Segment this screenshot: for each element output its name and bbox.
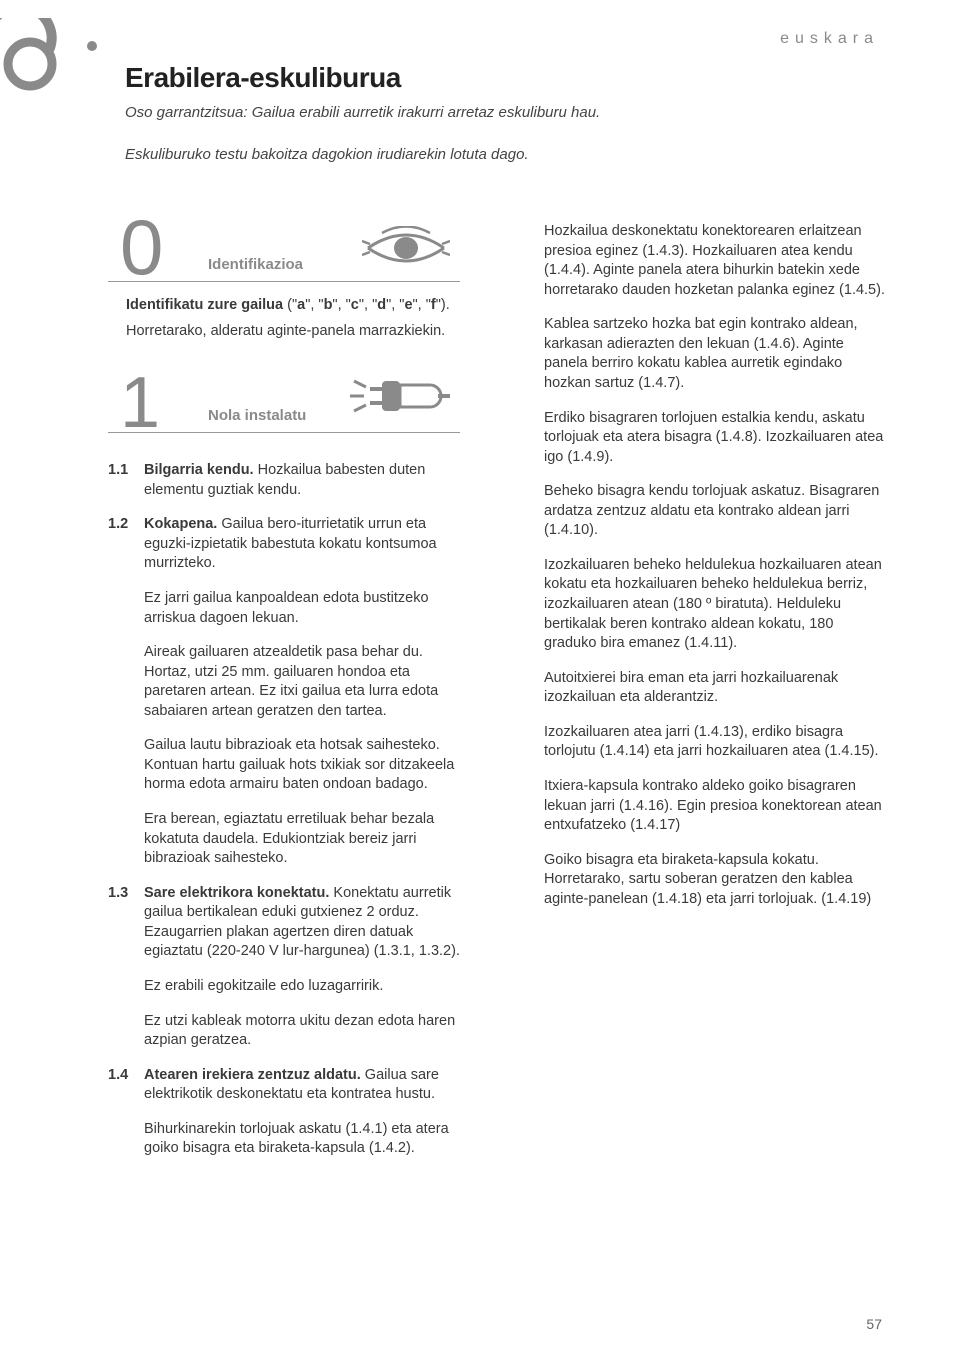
item-1-3-p2: Ez erabili egokitzaile edo luzagarririk. <box>108 977 460 997</box>
section-0-number: 0 <box>120 202 163 293</box>
right-p8: Itxiera-kapsula kontrako aldeko goiko bi… <box>544 777 889 836</box>
identify-line-2: Horretarako, alderatu aginte-panela marr… <box>126 322 460 342</box>
header-language: euskara <box>780 30 879 48</box>
section-0-label: Identifikazioa <box>208 256 303 273</box>
item-1-2-p4: Gailua lautu bibrazioak eta hotsak saihe… <box>108 736 460 795</box>
right-p9: Goiko bisagra eta biraketa-kapsula kokat… <box>544 851 889 910</box>
item-1-3: 1.3 Sare elektrikora konektatu. Konektat… <box>108 884 460 962</box>
item-1-2-p3: Aireak gailuaren atzealdetik pasa behar … <box>108 643 460 721</box>
item-1-1-bold: Bilgarria kendu. <box>144 462 254 478</box>
item-1-2: 1.2 Kokapena. Gailua bero-iturrietatik u… <box>108 515 460 574</box>
item-1-3-bold: Sare elektrikora konektatu. <box>144 885 329 901</box>
right-p1: Hozkailua deskonektatu konektorearen erl… <box>544 222 889 300</box>
right-p7: Izozkailuaren atea jarri (1.4.13), erdik… <box>544 723 889 762</box>
item-1-2-bold: Kokapena. <box>144 516 217 532</box>
item-1-4-num: 1.4 <box>108 1066 128 1086</box>
right-p6: Autoitxierei bira eman eta jarri hozkail… <box>544 669 889 708</box>
item-1-4: 1.4 Atearen irekiera zentzuz aldatu. Gai… <box>108 1066 460 1105</box>
item-1-2-p5: Era berean, egiaztatu erretiluak behar b… <box>108 810 460 869</box>
subtitle-important: Oso garrantzitsua: Gailua erabili aurret… <box>125 104 600 121</box>
item-1-3-p3: Ez utzi kableak motorra ukitu dezan edot… <box>108 1012 460 1051</box>
identify-bold: Identifikatu zure gailua <box>126 297 283 313</box>
plug-icon <box>330 371 450 426</box>
item-1-4-bold: Atearen irekiera zentzuz aldatu. <box>144 1067 361 1083</box>
page-title: Erabilera-eskuliburua <box>125 62 401 94</box>
brand-logo <box>0 18 110 103</box>
section-1-header: 1 Nola instalatu <box>108 363 460 433</box>
section-1-label: Nola instalatu <box>208 407 306 424</box>
item-1-4-p2: Bihurkinarekin torlojuak askatu (1.4.1) … <box>108 1120 460 1159</box>
eye-icon <box>362 226 450 275</box>
section-1-number: 1 <box>120 362 160 444</box>
item-1-3-num: 1.3 <box>108 884 128 904</box>
right-p5: Izozkailuaren beheko heldulekua hozkailu… <box>544 556 889 654</box>
left-column: 0 Identifikazioa Identifikatu zure gailu… <box>108 212 460 1174</box>
identify-line-1: Identifikatu zure gailua ("a", "b", "c",… <box>126 296 460 316</box>
item-1-2-p2: Ez jarri gailua kanpoaldean edota bustit… <box>108 589 460 628</box>
item-1-2-num: 1.2 <box>108 515 128 535</box>
right-p2: Kablea sartzeko hozka bat egin kontrako … <box>544 315 889 393</box>
page-number: 57 <box>866 1316 882 1332</box>
section-0-header: 0 Identifikazioa <box>108 212 460 282</box>
right-p3: Erdiko bisagraren torlojuen estalkia ken… <box>544 409 889 468</box>
item-1-1-num: 1.1 <box>108 461 128 481</box>
right-column: Hozkailua deskonektatu konektorearen erl… <box>544 222 889 924</box>
right-p4: Beheko bisagra kendu torlojuak askatuz. … <box>544 482 889 541</box>
item-1-1: 1.1 Bilgarria kendu. Hozkailua babesten … <box>108 461 460 500</box>
subtitle-note: Eskuliburuko testu bakoitza dagokion iru… <box>125 146 529 163</box>
